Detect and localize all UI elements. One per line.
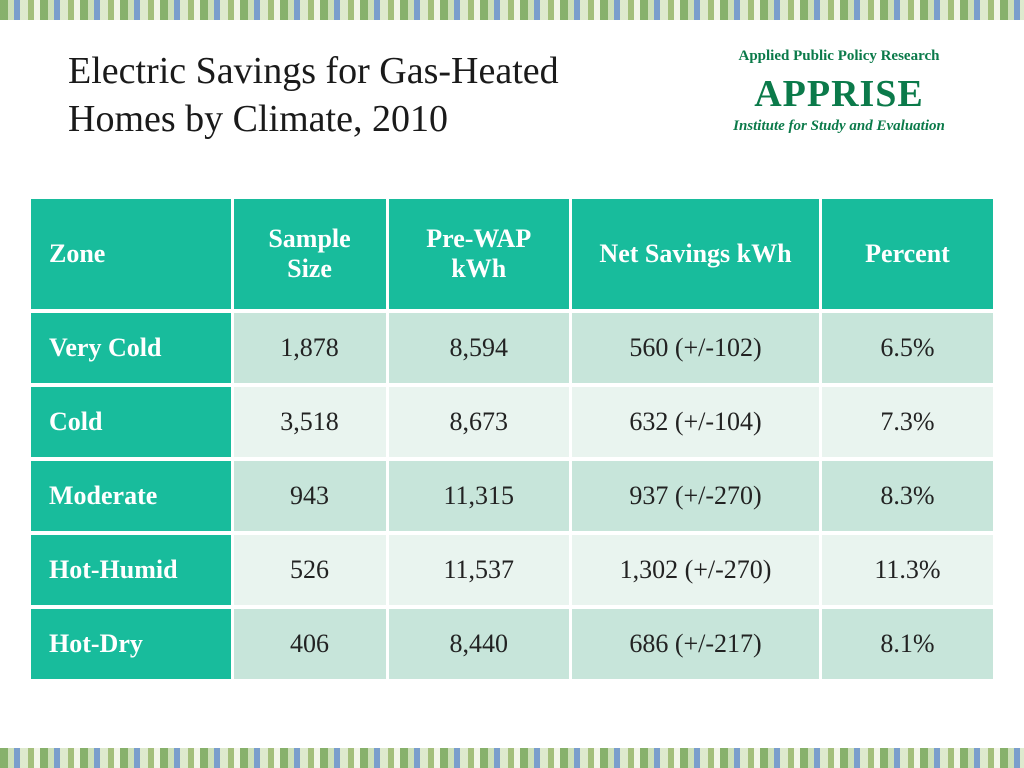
cell-savings: 560 (+/-102) xyxy=(572,313,819,383)
col-header-prewap: Pre-WAP kWh xyxy=(389,199,570,309)
cell-savings: 937 (+/-270) xyxy=(572,461,819,531)
cell-percent: 8.3% xyxy=(822,461,993,531)
cell-prewap: 8,594 xyxy=(389,313,570,383)
cell-sample: 943 xyxy=(234,461,386,531)
cell-savings: 686 (+/-217) xyxy=(572,609,819,679)
table-row: Hot-Humid 526 11,537 1,302 (+/-270) 11.3… xyxy=(31,535,993,605)
table-row: Hot-Dry 406 8,440 686 (+/-217) 8.1% xyxy=(31,609,993,679)
logo-tagline-bottom: Institute for Study and Evaluation xyxy=(694,118,984,135)
table-row: Cold 3,518 8,673 632 (+/-104) 7.3% xyxy=(31,387,993,457)
cell-savings: 632 (+/-104) xyxy=(572,387,819,457)
cell-percent: 7.3% xyxy=(822,387,993,457)
climate-savings-table: Zone Sample Size Pre-WAP kWh Net Savings… xyxy=(28,195,996,683)
logo-wordmark: APPRISE xyxy=(694,72,984,116)
logo-tagline-top: Applied Public Policy Research xyxy=(694,48,984,65)
col-header-zone: Zone xyxy=(31,199,231,309)
zone-label: Hot-Dry xyxy=(31,609,231,679)
apprise-logo: Applied Public Policy Research APPRISE I… xyxy=(694,48,984,143)
decorative-border-bottom xyxy=(0,748,1024,768)
cell-sample: 1,878 xyxy=(234,313,386,383)
header: Electric Savings for Gas-Heated Homes by… xyxy=(68,48,984,143)
table-row: Very Cold 1,878 8,594 560 (+/-102) 6.5% xyxy=(31,313,993,383)
cell-percent: 11.3% xyxy=(822,535,993,605)
cell-prewap: 11,537 xyxy=(389,535,570,605)
zone-label: Cold xyxy=(31,387,231,457)
col-header-savings: Net Savings kWh xyxy=(572,199,819,309)
cell-percent: 8.1% xyxy=(822,609,993,679)
cell-sample: 3,518 xyxy=(234,387,386,457)
data-table-container: Zone Sample Size Pre-WAP kWh Net Savings… xyxy=(28,195,996,683)
cell-prewap: 8,440 xyxy=(389,609,570,679)
cell-sample: 406 xyxy=(234,609,386,679)
zone-label: Very Cold xyxy=(31,313,231,383)
decorative-border-top xyxy=(0,0,1024,20)
page-title: Electric Savings for Gas-Heated Homes by… xyxy=(68,48,668,143)
col-header-sample: Sample Size xyxy=(234,199,386,309)
cell-savings: 1,302 (+/-270) xyxy=(572,535,819,605)
table-row: Moderate 943 11,315 937 (+/-270) 8.3% xyxy=(31,461,993,531)
cell-prewap: 8,673 xyxy=(389,387,570,457)
col-header-percent: Percent xyxy=(822,199,993,309)
table-header-row: Zone Sample Size Pre-WAP kWh Net Savings… xyxy=(31,199,993,309)
zone-label: Moderate xyxy=(31,461,231,531)
cell-prewap: 11,315 xyxy=(389,461,570,531)
cell-percent: 6.5% xyxy=(822,313,993,383)
zone-label: Hot-Humid xyxy=(31,535,231,605)
cell-sample: 526 xyxy=(234,535,386,605)
